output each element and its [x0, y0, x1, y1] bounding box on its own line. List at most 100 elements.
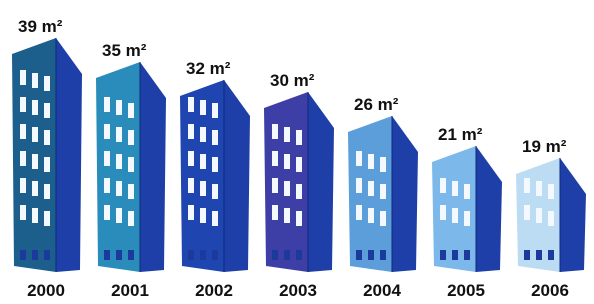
building: [348, 116, 418, 272]
window: [212, 211, 218, 226]
window: [116, 181, 122, 196]
window: [272, 178, 278, 193]
building: [516, 158, 586, 272]
window: [212, 130, 218, 145]
year-label: 2001: [111, 281, 149, 300]
building-side: [392, 116, 418, 272]
building: [264, 92, 334, 272]
window: [284, 154, 290, 169]
window: [116, 127, 122, 142]
window: [20, 97, 26, 112]
window: [284, 250, 290, 260]
window: [356, 178, 362, 193]
window: [548, 250, 554, 260]
window: [44, 157, 50, 172]
window: [548, 211, 554, 226]
window: [20, 151, 26, 166]
building-side: [308, 92, 334, 272]
window: [356, 250, 362, 260]
window: [188, 97, 194, 112]
window: [284, 208, 290, 223]
window: [380, 157, 386, 172]
window: [272, 151, 278, 166]
window: [104, 97, 110, 112]
window: [272, 250, 278, 260]
window: [104, 178, 110, 193]
window: [464, 184, 470, 199]
window: [296, 157, 302, 172]
window: [188, 250, 194, 260]
window: [104, 124, 110, 139]
window: [20, 178, 26, 193]
window: [44, 211, 50, 226]
window: [20, 205, 26, 220]
window: [356, 151, 362, 166]
building-side: [560, 158, 586, 272]
window: [212, 184, 218, 199]
window: [524, 250, 530, 260]
chart: 39 m²200035 m²200132 m²200230 m²200326 m…: [0, 0, 594, 304]
window: [200, 154, 206, 169]
window: [284, 127, 290, 142]
window: [212, 103, 218, 118]
building-side: [140, 62, 166, 272]
value-label: 19 m²: [522, 137, 567, 156]
window: [296, 211, 302, 226]
window: [128, 130, 134, 145]
window: [20, 124, 26, 139]
window: [32, 181, 38, 196]
window: [440, 250, 446, 260]
window: [32, 250, 38, 260]
year-label: 2002: [195, 281, 233, 300]
window: [452, 181, 458, 196]
window: [188, 178, 194, 193]
window: [20, 70, 26, 85]
window: [128, 157, 134, 172]
window: [284, 181, 290, 196]
building: [96, 62, 166, 272]
year-label: 2000: [27, 281, 65, 300]
value-label: 21 m²: [438, 125, 483, 144]
window: [44, 130, 50, 145]
window: [128, 103, 134, 118]
year-label: 2005: [447, 281, 485, 300]
value-label: 30 m²: [270, 71, 315, 90]
window: [44, 250, 50, 260]
window: [44, 103, 50, 118]
window: [200, 250, 206, 260]
window: [44, 184, 50, 199]
window: [464, 250, 470, 260]
building: [432, 146, 502, 272]
window: [296, 130, 302, 145]
window: [536, 208, 542, 223]
window: [128, 211, 134, 226]
value-label: 35 m²: [102, 41, 147, 60]
window: [452, 250, 458, 260]
window: [128, 184, 134, 199]
building: [180, 80, 250, 272]
window: [32, 73, 38, 88]
window: [44, 76, 50, 91]
window: [296, 184, 302, 199]
window: [368, 181, 374, 196]
window: [380, 211, 386, 226]
year-label: 2006: [531, 281, 569, 300]
window: [368, 208, 374, 223]
window: [272, 124, 278, 139]
window: [32, 208, 38, 223]
window: [380, 250, 386, 260]
year-label: 2003: [279, 281, 317, 300]
window: [200, 181, 206, 196]
window: [116, 208, 122, 223]
value-label: 26 m²: [354, 95, 399, 114]
window: [380, 184, 386, 199]
window: [104, 250, 110, 260]
window: [104, 205, 110, 220]
window: [524, 205, 530, 220]
window: [116, 154, 122, 169]
window: [200, 100, 206, 115]
value-label: 39 m²: [18, 17, 63, 36]
window: [20, 250, 26, 260]
building-side: [56, 38, 82, 272]
window: [32, 154, 38, 169]
